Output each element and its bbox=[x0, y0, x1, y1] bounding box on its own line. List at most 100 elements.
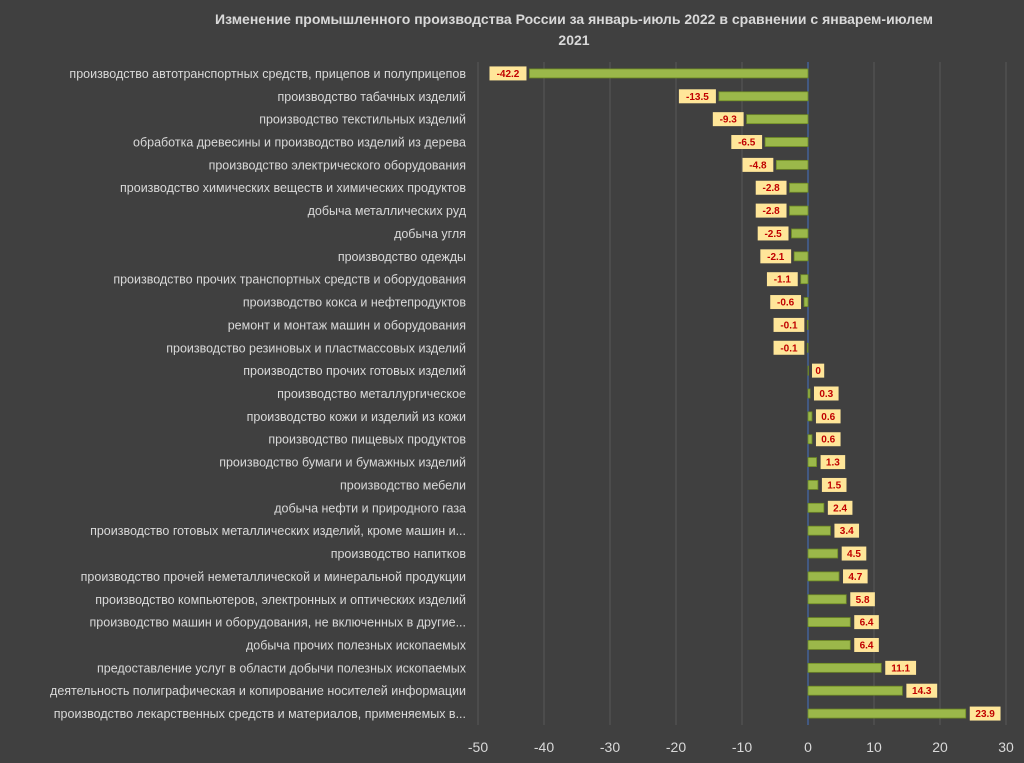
category-label: производство кожи и изделий из кожи bbox=[247, 410, 466, 424]
category-label: производство лекарственных средств и мат… bbox=[54, 707, 466, 721]
category-label: производство текстильных изделий bbox=[259, 113, 466, 127]
bar bbox=[775, 159, 809, 170]
bar bbox=[807, 617, 851, 628]
data-label: 2.4 bbox=[833, 503, 847, 514]
category-label: добыча металлических руд bbox=[308, 204, 467, 218]
data-label-box bbox=[678, 89, 716, 104]
data-label: -6.5 bbox=[738, 138, 756, 149]
data-label: -2.8 bbox=[763, 206, 781, 217]
data-label: 0.3 bbox=[819, 389, 833, 400]
category-label: деятельность полиграфическая и копирован… bbox=[50, 684, 466, 698]
bar bbox=[803, 297, 809, 307]
x-tick-label: 0 bbox=[804, 739, 812, 755]
data-label: -4.8 bbox=[749, 160, 767, 171]
bar bbox=[807, 434, 813, 445]
x-tick-label: 20 bbox=[932, 739, 948, 755]
category-label: производство прочей неметаллической и ми… bbox=[81, 570, 466, 584]
data-label-box bbox=[812, 363, 825, 378]
bar bbox=[529, 68, 809, 79]
bar bbox=[807, 388, 811, 399]
data-label: 1.5 bbox=[827, 480, 841, 491]
data-label: 0.6 bbox=[821, 412, 835, 423]
data-label: 5.8 bbox=[856, 595, 870, 606]
x-tick-label: -50 bbox=[468, 739, 488, 755]
bar bbox=[746, 114, 809, 125]
bar bbox=[807, 525, 831, 536]
category-label: производство прочих транспортных средств… bbox=[113, 273, 466, 287]
data-label-box bbox=[850, 592, 875, 607]
data-label-box bbox=[906, 683, 938, 698]
bar bbox=[807, 457, 817, 467]
data-label: -2.1 bbox=[767, 252, 785, 263]
data-label-box bbox=[813, 386, 839, 401]
data-label: -0.1 bbox=[780, 343, 798, 354]
data-label: 6.4 bbox=[860, 618, 874, 629]
data-label-box bbox=[815, 409, 841, 424]
data-label-box bbox=[969, 706, 1001, 721]
data-label-box bbox=[766, 272, 798, 287]
category-label: производство машин и оборудования, не вк… bbox=[90, 616, 466, 630]
category-label: производство готовых металлических издел… bbox=[90, 524, 466, 538]
category-label: производство прочих готовых изделий bbox=[243, 364, 466, 378]
category-label: производство одежды bbox=[338, 250, 466, 264]
category-label: производство металлургическое bbox=[277, 387, 466, 401]
data-label: -2.5 bbox=[764, 229, 782, 240]
data-label: -13.5 bbox=[686, 92, 709, 103]
category-label: обработка древесины и производство издел… bbox=[133, 136, 466, 150]
x-tick-label: -40 bbox=[534, 739, 554, 755]
data-label: 11.1 bbox=[891, 663, 910, 674]
chart-title-line-2: 2021 bbox=[558, 32, 589, 48]
bar bbox=[807, 365, 809, 376]
bar bbox=[806, 342, 809, 353]
bar bbox=[807, 594, 847, 605]
data-label: -42.2 bbox=[497, 69, 520, 80]
category-labels: производство автотранспортных средств, п… bbox=[50, 67, 467, 721]
x-tick-label: 10 bbox=[866, 739, 882, 755]
data-label: 14.3 bbox=[912, 686, 932, 697]
data-label-box bbox=[820, 455, 846, 470]
data-label: 0 bbox=[815, 366, 821, 377]
x-tick-label: -10 bbox=[732, 739, 752, 755]
x-tick-label: -30 bbox=[600, 739, 620, 755]
bar bbox=[807, 662, 882, 673]
category-label: производство пищевых продуктов bbox=[268, 433, 466, 447]
bar bbox=[807, 708, 967, 719]
category-label: производство электрического оборудования bbox=[209, 158, 466, 172]
category-label: производство кокса и нефтепродуктов bbox=[243, 296, 467, 310]
bar bbox=[807, 571, 840, 582]
category-label: производство мебели bbox=[340, 478, 466, 492]
data-label: -9.3 bbox=[720, 115, 738, 126]
gridlines bbox=[477, 62, 1007, 725]
bar bbox=[807, 685, 903, 696]
x-tick-label: -20 bbox=[666, 739, 686, 755]
category-label: производство химических веществ и химиче… bbox=[120, 181, 466, 195]
bar bbox=[791, 228, 809, 239]
category-label: добыча угля bbox=[394, 227, 466, 241]
data-label: -2.8 bbox=[763, 183, 781, 194]
data-label-box bbox=[489, 66, 527, 81]
data-label-box bbox=[815, 432, 841, 447]
data-label-box bbox=[841, 546, 867, 561]
bars bbox=[529, 68, 967, 719]
category-label: производство табачных изделий bbox=[278, 90, 467, 104]
data-label-box bbox=[742, 157, 774, 172]
bar bbox=[793, 251, 809, 262]
bar bbox=[807, 548, 839, 559]
data-label-box bbox=[757, 226, 789, 241]
data-label-box bbox=[755, 180, 787, 195]
data-label-box bbox=[712, 112, 744, 127]
bar bbox=[807, 640, 851, 650]
bar bbox=[718, 91, 809, 102]
data-label-box bbox=[854, 637, 879, 652]
data-label-box bbox=[843, 569, 868, 584]
bar bbox=[789, 182, 809, 193]
x-axis-ticks: -50 -40 -30 -20 -10 0 10 20 30 bbox=[468, 739, 1014, 755]
data-label: 4.7 bbox=[848, 572, 862, 583]
data-label: 6.4 bbox=[860, 640, 874, 651]
category-label: предоставление услуг в области добычи по… bbox=[97, 661, 467, 675]
data-label-box bbox=[770, 295, 802, 310]
data-label: -1.1 bbox=[774, 275, 792, 286]
data-label: -0.1 bbox=[780, 320, 798, 331]
bar bbox=[807, 502, 825, 513]
